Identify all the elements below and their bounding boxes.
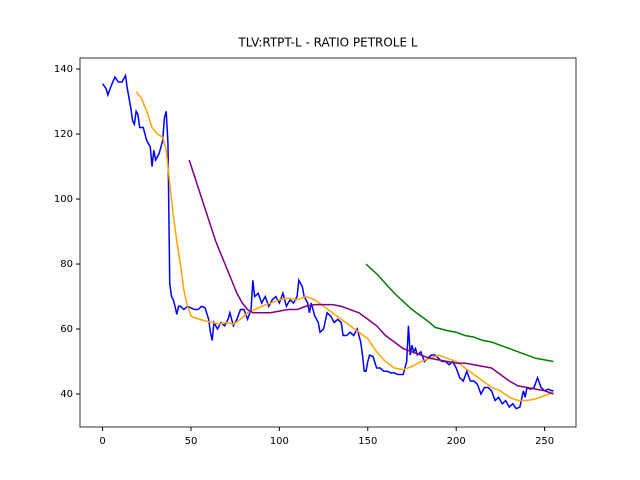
y-tick-label: 40	[60, 389, 73, 400]
x-tick-label: 150	[358, 436, 377, 447]
line	[365, 263, 554, 363]
chart-title: TLV:RTPT-L - RATIO PETROLE L	[237, 36, 417, 50]
y-tick-label: 80	[60, 259, 73, 270]
line	[135, 91, 554, 402]
y-tick-label: 140	[54, 64, 73, 75]
y-tick-label: 100	[54, 194, 73, 205]
y-tick-label: 60	[60, 324, 73, 335]
x-tick-label: 50	[185, 436, 198, 447]
x-tick-label: 250	[535, 436, 554, 447]
x-tick-label: 0	[99, 436, 105, 447]
line	[101, 73, 554, 410]
x-tick-label: 100	[270, 436, 289, 447]
axes-frame	[79, 57, 577, 428]
y-tick-label: 120	[54, 129, 73, 140]
line	[188, 159, 554, 395]
x-tick-label: 200	[447, 436, 466, 447]
